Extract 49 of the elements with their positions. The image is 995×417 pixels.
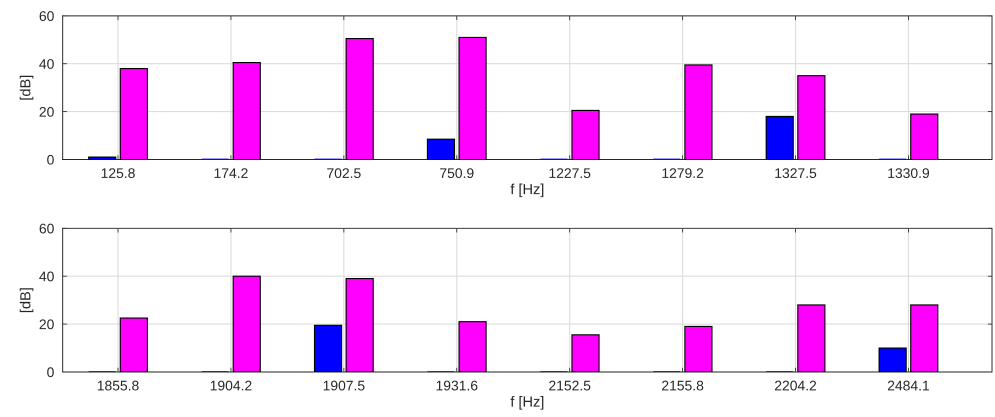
bar: [458, 321, 487, 372]
x-tick-label: 1931.6: [436, 380, 478, 390]
y-tick-label: 40: [39, 272, 54, 282]
x-tick-label: 1855.8: [98, 380, 139, 390]
x-tick-label: 2484.1: [888, 380, 930, 390]
y-tick-label: 60: [40, 11, 54, 22]
bar: [571, 334, 600, 372]
y-tick-label: 20: [40, 319, 54, 330]
y-tick-label: 60: [40, 224, 54, 234]
x-tick-label: 125.8: [102, 168, 135, 178]
bar: [346, 278, 374, 372]
x-tick-label: 1907.5: [324, 380, 365, 390]
x-tick-label: 1227.5: [550, 168, 590, 178]
bar: [766, 116, 794, 160]
x-axis-title: f [Hz]: [510, 396, 544, 410]
bar: [88, 156, 116, 160]
x-tick-label: 2204.2: [774, 380, 816, 390]
x-tick-label: 1327.5: [775, 168, 816, 178]
bar: [232, 62, 261, 160]
x-tick-label: 2152.5: [549, 380, 590, 390]
bar: [458, 36, 487, 160]
y-tick-label: 40: [39, 59, 54, 69]
x-tick-label: 1279.2: [662, 168, 704, 178]
bar: [878, 347, 907, 372]
x-tick-label: 2155.8: [662, 380, 704, 390]
bar: [684, 326, 713, 372]
y-tick-label: 0: [47, 154, 54, 165]
x-tick-label: 1330.9: [888, 168, 930, 178]
bar: [346, 38, 374, 160]
bar: [120, 68, 148, 160]
x-tick-label: 750.9: [440, 168, 474, 178]
x-tick-label: 174.2: [214, 168, 248, 178]
bar: [797, 75, 826, 160]
x-tick-label: 702.5: [327, 168, 361, 178]
y-tick-label: 20: [40, 106, 54, 117]
bar: [232, 276, 261, 372]
bar: [910, 304, 938, 372]
x-axis-title: f [Hz]: [510, 184, 544, 198]
bar: [314, 324, 342, 372]
y-tick-label: 0: [47, 367, 54, 378]
y-axis-title: [dB]: [20, 288, 34, 312]
bar: [910, 113, 938, 160]
y-axis-title: [dB]: [20, 76, 34, 100]
bar: [571, 110, 600, 160]
bar: [797, 304, 826, 372]
bar: [684, 64, 713, 160]
x-tick-label: 1904.2: [210, 380, 252, 390]
bar: [426, 138, 456, 160]
bar: [120, 318, 148, 372]
